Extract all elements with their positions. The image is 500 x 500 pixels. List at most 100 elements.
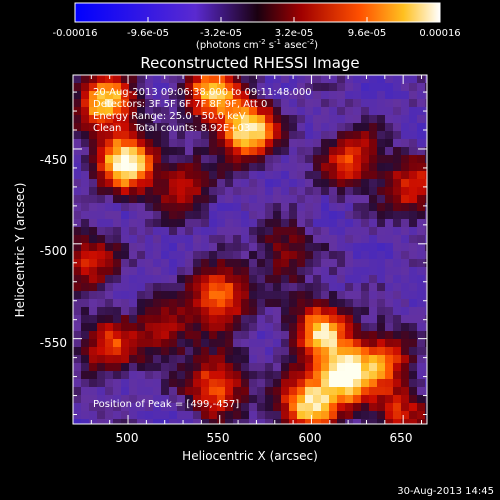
heatmap-cell (417, 203, 425, 211)
heatmap-cell (233, 131, 241, 139)
heatmap-cell (305, 139, 313, 147)
heatmap-cell (321, 307, 329, 315)
heatmap-cell (209, 115, 217, 123)
heatmap-cell (217, 307, 225, 315)
heatmap-cell (137, 155, 145, 163)
heatmap-cell (385, 371, 393, 379)
heatmap-cell (265, 371, 273, 379)
heatmap-cell (249, 363, 257, 371)
heatmap-cell (217, 219, 225, 227)
heatmap-cell (249, 323, 257, 331)
heatmap-cell (81, 283, 89, 291)
heatmap-cell (169, 307, 177, 315)
heatmap-cell (289, 83, 297, 91)
heatmap-cell (241, 75, 249, 83)
heatmap-cell (329, 299, 337, 307)
heatmap-cell (313, 131, 321, 139)
heatmap-cell (265, 155, 273, 163)
heatmap-cell (377, 155, 385, 163)
heatmap-cell (313, 211, 321, 219)
heatmap-cell (241, 195, 249, 203)
heatmap-cell (249, 419, 257, 424)
heatmap-cell (97, 411, 105, 419)
heatmap-cell (81, 315, 89, 323)
heatmap-cell (209, 155, 217, 163)
heatmap-cell (81, 91, 89, 99)
annotation-energy-range: Energy Range: 25.0 - 50.0 keV (93, 111, 246, 122)
heatmap-cell (409, 155, 417, 163)
heatmap-cell (233, 179, 241, 187)
heatmap-cell (161, 179, 169, 187)
heatmap-cell (81, 83, 89, 91)
heatmap-cell (377, 371, 385, 379)
heatmap-cell (81, 219, 89, 227)
heatmap-cell (153, 251, 161, 259)
heatmap-cell (97, 299, 105, 307)
heatmap-cell (337, 91, 345, 99)
heatmap-cell (161, 323, 169, 331)
heatmap-cell (121, 131, 129, 139)
heatmap-cell (353, 219, 361, 227)
heatmap-cell (409, 219, 417, 227)
heatmap-cell (425, 387, 427, 395)
heatmap-cell (153, 387, 161, 395)
heatmap-cell (385, 323, 393, 331)
heatmap-cell (105, 307, 113, 315)
heatmap-cell (225, 251, 233, 259)
heatmap-cell (105, 363, 113, 371)
heatmap-cell (169, 419, 177, 424)
heatmap-cell (305, 307, 313, 315)
heatmap-cell (353, 323, 361, 331)
heatmap-cell (345, 83, 353, 91)
heatmap-cell (241, 315, 249, 323)
heatmap-cell (401, 115, 409, 123)
heatmap-cell (161, 115, 169, 123)
heatmap-cell (121, 411, 129, 419)
heatmap-cell (353, 171, 361, 179)
heatmap-cell (377, 411, 385, 419)
heatmap-cell (297, 139, 305, 147)
heatmap-cell (289, 323, 297, 331)
heatmap-cell (81, 75, 89, 83)
heatmap-cell (345, 259, 353, 267)
heatmap-cell (337, 291, 345, 299)
heatmap-cell (193, 299, 201, 307)
heatmap-cell (137, 299, 145, 307)
heatmap-cell (425, 123, 427, 131)
heatmap-cell (161, 331, 169, 339)
heatmap-cell (113, 123, 121, 131)
heatmap-cell (225, 163, 233, 171)
heatmap-cell (361, 211, 369, 219)
heatmap-cell (265, 179, 273, 187)
heatmap-cell (177, 219, 185, 227)
heatmap-cell (201, 75, 209, 83)
heatmap-cell (353, 331, 361, 339)
heatmap-cell (305, 323, 313, 331)
heatmap-cell (305, 403, 313, 411)
heatmap-cell (305, 131, 313, 139)
heatmap-cell (113, 195, 121, 203)
heatmap-cell (353, 107, 361, 115)
heatmap-cell (265, 419, 273, 424)
heatmap-cell (209, 211, 217, 219)
heatmap-cell (129, 331, 137, 339)
heatmap-cell (137, 387, 145, 395)
heatmap-cell (145, 123, 153, 131)
heatmap-cell (257, 323, 265, 331)
heatmap-cell (289, 211, 297, 219)
heatmap-cell (145, 355, 153, 363)
heatmap-cell (345, 107, 353, 115)
heatmap-cell (185, 179, 193, 187)
heatmap-cell (169, 275, 177, 283)
heatmap-cell (425, 267, 427, 275)
heatmap-cell (273, 307, 281, 315)
heatmap-cell (409, 91, 417, 99)
heatmap-cell (385, 75, 393, 83)
heatmap-cell (417, 379, 425, 387)
heatmap-cell (249, 403, 257, 411)
heatmap-cell (265, 339, 273, 347)
heatmap-cell (329, 307, 337, 315)
heatmap-cell (73, 395, 81, 403)
heatmap-cell (377, 395, 385, 403)
heatmap-cell (145, 267, 153, 275)
